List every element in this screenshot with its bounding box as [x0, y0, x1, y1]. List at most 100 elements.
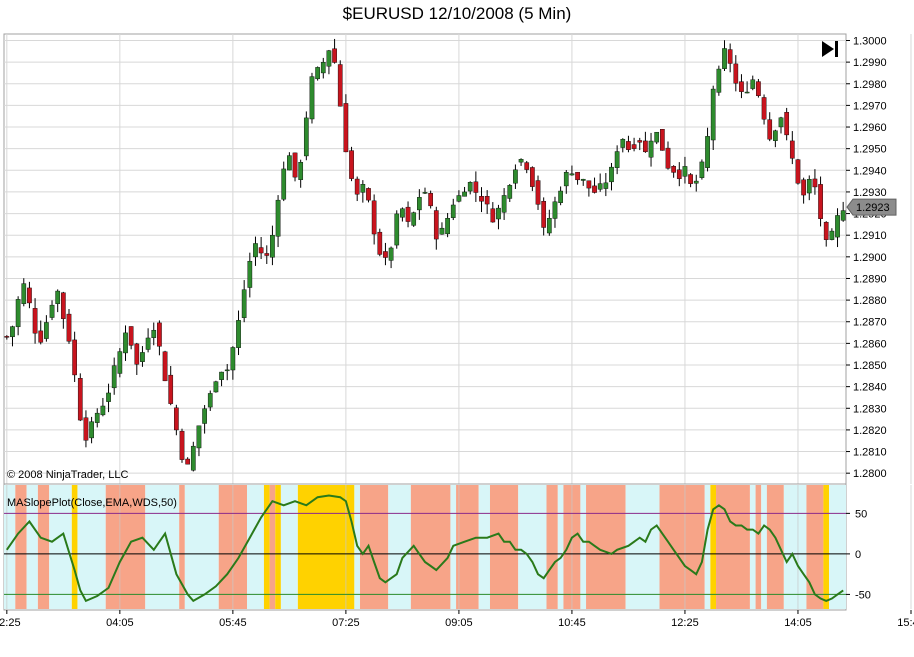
candle-body	[806, 179, 812, 194]
candle-body	[756, 81, 761, 96]
band-gold	[275, 485, 281, 609]
price-y-tick-label: 1.2870	[853, 317, 887, 329]
time-tick-label: 10:45	[558, 617, 586, 629]
candle-body	[185, 458, 191, 465]
last-price-value: 1.2923	[856, 202, 890, 214]
candle-body	[580, 178, 586, 181]
candle-body	[795, 159, 801, 184]
candle-body	[320, 62, 326, 74]
band-cyan	[388, 485, 411, 609]
candle-body	[597, 183, 603, 190]
candle-body	[343, 103, 349, 153]
candle-body	[575, 171, 580, 181]
price-grid	[4, 34, 912, 484]
slope-line	[5, 494, 844, 603]
candle-body	[682, 166, 688, 177]
candle-body	[620, 138, 626, 148]
candle-body	[518, 159, 524, 163]
band-salmon	[716, 485, 750, 609]
candle-body	[60, 292, 66, 319]
band-cyan	[749, 485, 756, 609]
last-price-box	[846, 198, 897, 216]
candle-body	[15, 299, 21, 328]
band-salmon	[806, 485, 824, 609]
time-tick-label: 05:45	[219, 617, 247, 629]
candle-body	[371, 200, 377, 235]
band-cyan	[829, 485, 846, 609]
candle-body	[473, 181, 479, 193]
candle-body	[727, 49, 733, 64]
candle-body	[439, 227, 445, 235]
candle-body	[230, 347, 236, 371]
band-salmon	[755, 485, 762, 609]
candle-body	[383, 251, 388, 258]
band-cyan	[280, 485, 298, 609]
candle-body	[739, 81, 744, 92]
price-y-axis: 1.3000 1.2990 1.2980 1.2970 1.2960 1.2950 1.29…	[846, 35, 887, 480]
candle-body	[117, 351, 123, 374]
indicator-label: MASlopePlot(Close,EMA,WDS,50)	[7, 497, 177, 509]
band-salmon	[15, 485, 27, 609]
candle-body	[688, 174, 693, 184]
band-cyan	[761, 485, 767, 609]
candle-body	[241, 289, 247, 318]
ind-y-tick-label: 0	[855, 549, 861, 561]
candle-body	[281, 168, 287, 200]
candle-body	[213, 381, 219, 393]
candle-body	[773, 130, 778, 141]
candle-body	[490, 208, 496, 223]
candle-body	[134, 343, 140, 365]
candle-body	[94, 412, 100, 423]
band-cyan	[246, 485, 264, 609]
play-triangle	[822, 41, 834, 57]
candle-body	[546, 217, 552, 234]
candle-body	[202, 408, 207, 424]
candle-body	[388, 247, 394, 261]
candle-body	[315, 67, 320, 80]
candle-body	[354, 178, 360, 195]
price-y-tick-label: 1.2970	[853, 100, 887, 112]
band-gold	[71, 485, 78, 609]
candle-body	[654, 131, 660, 143]
indicator-y-axis: 50 0 -50	[846, 508, 871, 601]
price-y-tick-label: 1.2880	[853, 295, 887, 307]
band-salmon	[546, 485, 558, 609]
candle-body	[337, 64, 343, 107]
price-y-tick-label: 1.2800	[853, 468, 887, 480]
band-cyan	[77, 485, 106, 609]
price-panel[interactable]: 1.3000 1.2990 1.2980 1.2970 1.2960 1.2950 1.29…	[3, 33, 914, 485]
band-cyan	[580, 485, 587, 609]
candle-body	[151, 329, 157, 338]
candle-body	[631, 144, 637, 149]
price-y-tick-label: 1.2910	[853, 230, 887, 242]
candle-body	[332, 48, 337, 63]
band-salmon	[766, 485, 784, 609]
candle-body	[224, 369, 230, 372]
band-cyan	[49, 485, 72, 609]
candle-body	[818, 184, 823, 219]
candle-body	[270, 234, 275, 258]
candle-body	[428, 193, 433, 207]
candle-body	[513, 169, 518, 184]
candle-body	[671, 165, 676, 173]
candle-body	[535, 180, 541, 205]
indicator-panel[interactable]: 50 0 -50 MASlopePlot(Close,EMA,WDS,50)	[3, 483, 914, 611]
candle-body	[784, 112, 790, 136]
candle-body	[27, 287, 32, 304]
candle-body	[405, 206, 411, 222]
candle-body	[123, 332, 128, 354]
candle-body	[292, 152, 298, 178]
band-gold	[823, 485, 830, 609]
candle-body	[501, 195, 507, 213]
candle-body	[801, 179, 806, 196]
band-salmon	[659, 485, 705, 609]
skip-to-end-icon[interactable]	[822, 41, 838, 57]
price-y-tick-label: 1.2980	[853, 79, 887, 91]
time-axis: 02:25 04:05 05:45 07:25 09:05 10:45 12:25 14:05…	[0, 609, 914, 629]
candle-body	[111, 365, 117, 389]
candle-body	[744, 91, 750, 94]
candle-body	[157, 322, 162, 347]
band-salmon	[179, 485, 185, 609]
time-tick-label: 12:25	[671, 617, 699, 629]
